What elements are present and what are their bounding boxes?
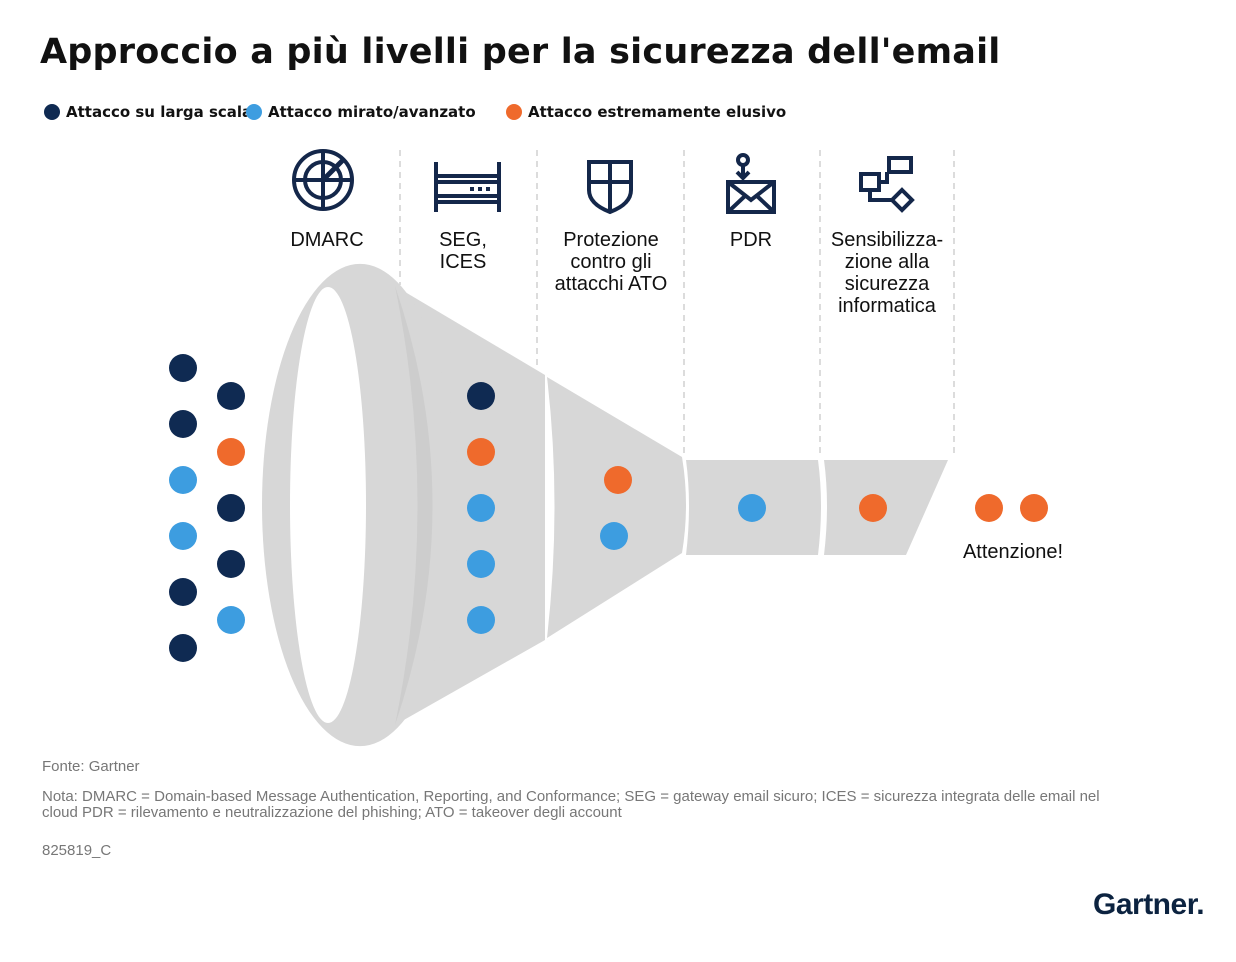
legend-label: Attacco estremamente elusivo [528, 103, 787, 121]
dot-large-scale [217, 494, 245, 522]
outcome-label: Attenzione! [962, 541, 1064, 563]
dot-targeted [600, 522, 628, 550]
legend-label: Attacco su larga scala [66, 103, 253, 121]
radar-icon [292, 149, 354, 211]
dot-targeted [467, 494, 495, 522]
envelope-alert-icon [726, 153, 776, 214]
legend-label: Attacco mirato/avanzato [268, 103, 476, 121]
footer-code: 825819_C [42, 842, 112, 859]
dot-evasive [604, 466, 632, 494]
shield-icon [587, 160, 633, 215]
funnel-shape [261, 263, 948, 747]
dot-large-scale [217, 550, 245, 578]
stage-label-seg-ices: SEG, ICES [439, 229, 487, 273]
dot-targeted [217, 606, 245, 634]
dot-targeted [738, 494, 766, 522]
footer-source: Fonte: Gartner [42, 758, 140, 775]
stage-separators [399, 150, 955, 455]
server-rack-icon [434, 162, 501, 212]
dot-large-scale [217, 382, 245, 410]
dot-evasive [1020, 494, 1048, 522]
dot-large-scale [169, 354, 197, 382]
dot-large-scale [169, 578, 197, 606]
footer-note: Nota: DMARC = Domain-based Message Authe… [42, 788, 1100, 821]
funnel-cone-2 [547, 377, 686, 638]
gartner-logo: Gartner. [1093, 888, 1205, 921]
dot-targeted [169, 466, 197, 494]
legend-item-targeted: Attacco mirato/avanzato [246, 103, 476, 121]
funnel-mouth-edge [395, 286, 433, 725]
legend-dot-orange [506, 104, 522, 120]
flowchart-icon [859, 156, 915, 213]
legend-dot-blue [246, 104, 262, 120]
legend-dot-dark [44, 104, 60, 120]
funnel-mouth-ring [261, 263, 459, 747]
dot-large-scale [169, 410, 197, 438]
dot-evasive [975, 494, 1003, 522]
dot-evasive [467, 438, 495, 466]
stage-label-awareness: Sensibilizza- zione alla sicurezza infor… [830, 229, 944, 317]
stage-label-pdr: PDR [729, 229, 773, 251]
legend-item-evasive: Attacco estremamente elusivo [506, 103, 786, 121]
dot-targeted [169, 522, 197, 550]
legend-item-large-scale: Attacco su larga scala [44, 103, 252, 121]
stage-label-dmarc: DMARC [290, 229, 364, 251]
attack-dots [169, 354, 1048, 662]
dot-evasive [859, 494, 887, 522]
dot-targeted [467, 550, 495, 578]
page-title: Approccio a più livelli per la sicurezza… [40, 32, 1001, 72]
dot-large-scale [169, 634, 197, 662]
dot-evasive [217, 438, 245, 466]
dot-large-scale [467, 382, 495, 410]
stage-label-ato: Protezione contro gli attacchi ATO [554, 229, 668, 295]
dot-targeted [467, 606, 495, 634]
